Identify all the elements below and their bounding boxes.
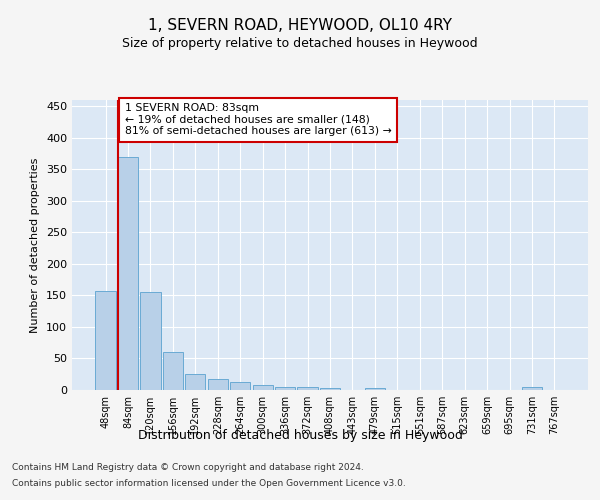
Bar: [230, 382, 250, 390]
Text: Contains HM Land Registry data © Crown copyright and database right 2024.: Contains HM Land Registry data © Crown c…: [12, 464, 364, 472]
Text: Size of property relative to detached houses in Heywood: Size of property relative to detached ho…: [122, 38, 478, 51]
Bar: [298, 387, 317, 390]
Bar: [208, 378, 228, 390]
Text: Contains public sector information licensed under the Open Government Licence v3: Contains public sector information licen…: [12, 478, 406, 488]
Text: 1, SEVERN ROAD, HEYWOOD, OL10 4RY: 1, SEVERN ROAD, HEYWOOD, OL10 4RY: [148, 18, 452, 32]
Text: Distribution of detached houses by size in Heywood: Distribution of detached houses by size …: [137, 428, 463, 442]
Bar: [320, 388, 340, 390]
Bar: [118, 156, 138, 390]
Y-axis label: Number of detached properties: Number of detached properties: [31, 158, 40, 332]
Bar: [275, 387, 295, 390]
Text: 1 SEVERN ROAD: 83sqm
← 19% of detached houses are smaller (148)
81% of semi-deta: 1 SEVERN ROAD: 83sqm ← 19% of detached h…: [125, 103, 391, 136]
Bar: [522, 388, 542, 390]
Bar: [253, 385, 273, 390]
Bar: [140, 292, 161, 390]
Bar: [185, 374, 205, 390]
Bar: [365, 388, 385, 390]
Bar: [163, 352, 183, 390]
Bar: [95, 291, 116, 390]
